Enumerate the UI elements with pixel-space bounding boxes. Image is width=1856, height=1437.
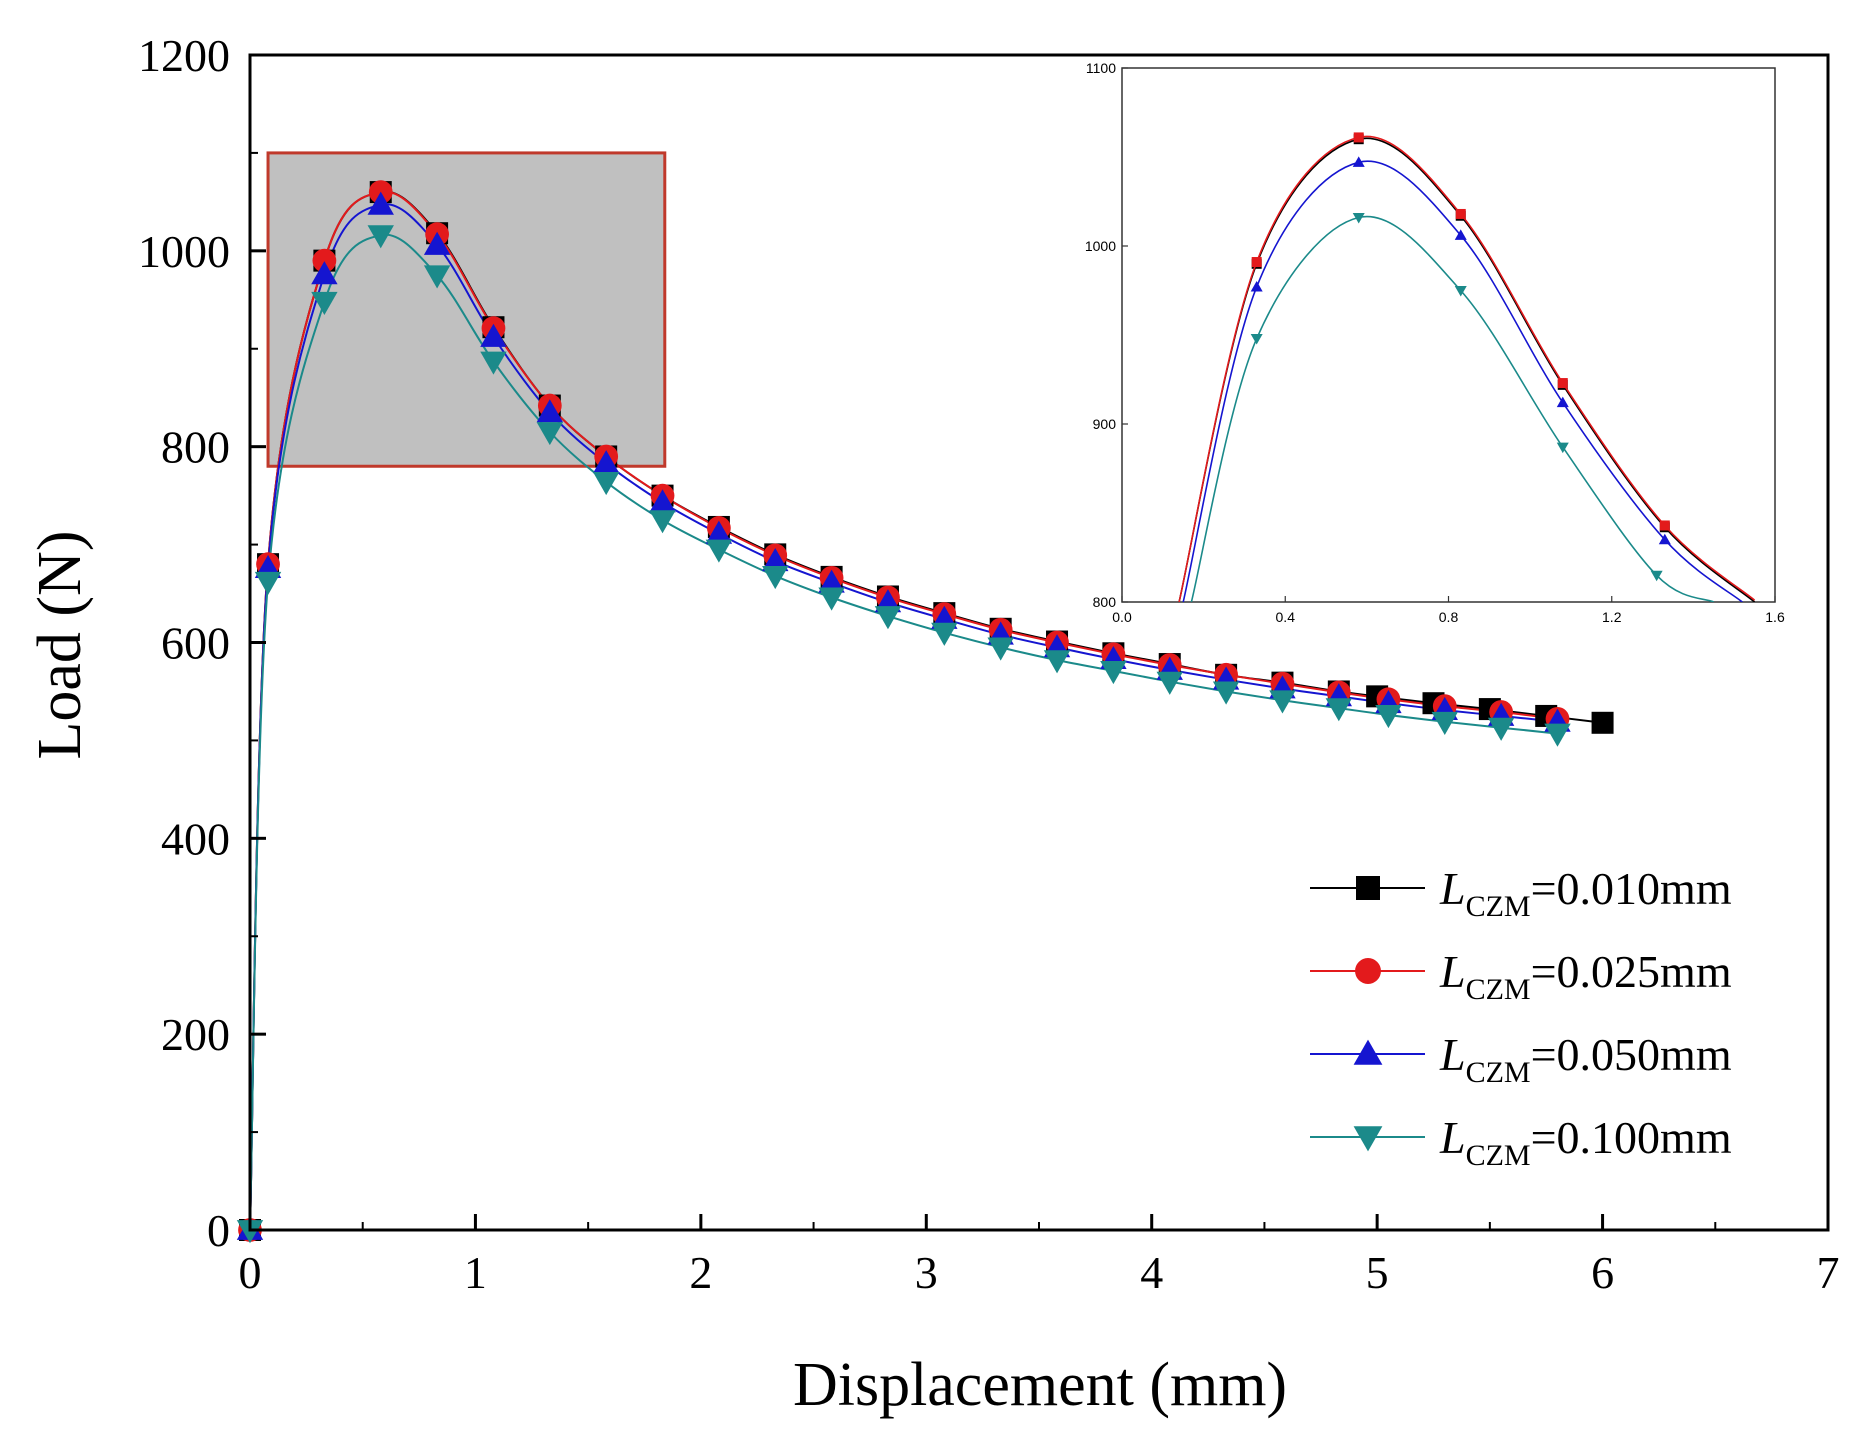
series-1-point (1591, 711, 1614, 734)
series-4-point (311, 291, 338, 315)
series-4-point (1375, 705, 1402, 729)
series-4-point (1487, 717, 1515, 741)
series-4-point (705, 539, 733, 563)
inset-series-line-3 (1182, 160, 1743, 602)
series-3-point (480, 323, 507, 347)
inset-series-2-point (1557, 378, 1568, 389)
inset-x-tick-label: 0.0 (1112, 609, 1132, 625)
legend-marker-2 (1355, 958, 1381, 984)
y-tick-label: 400 (161, 813, 230, 864)
inset-series-3-point (1352, 156, 1365, 167)
inset-series-3-point (1658, 533, 1671, 545)
series-4-point (649, 510, 676, 534)
legend-marker-4 (1353, 1126, 1383, 1152)
inset-series-3-point (1454, 229, 1467, 240)
series-3-point (367, 191, 394, 215)
inset-x-tick-label: 1.6 (1765, 609, 1785, 625)
y-tick-label: 800 (161, 422, 230, 473)
series-4-point (536, 422, 564, 446)
x-tick-label: 2 (689, 1247, 712, 1298)
legend-label-3: LCZM=0.050mm (1439, 1029, 1732, 1089)
series-4-point (1100, 660, 1127, 685)
main-series-markers (236, 180, 1614, 1244)
inset-series-2-point (1251, 257, 1262, 268)
x-axis-title: Displacement (mm) (793, 1351, 1287, 1419)
x-tick-label: 4 (1140, 1247, 1163, 1298)
inset-series-4-point (1250, 334, 1263, 345)
inset-x-tick-label: 0.8 (1439, 609, 1459, 625)
inset-series-2-point (1353, 132, 1364, 143)
inset-chart: 0.0 0.4 0.8 1.2 1.6 800 900 1000 1100 (1085, 60, 1785, 625)
main-axes: 0 1 2 3 4 5 6 7 0 200 400 600 800 1000 1200 (138, 30, 1840, 1298)
y-tick-label: 1000 (138, 226, 230, 277)
series-4-point (818, 587, 845, 611)
inset-series-2-point (1659, 520, 1670, 531)
x-tick-label: 1 (464, 1247, 487, 1298)
zoom-highlight-layer (266, 151, 667, 468)
y-tick-label: 0 (207, 1205, 230, 1256)
legend-label-1: LCZM=0.010mm (1439, 863, 1732, 923)
inset-series-2-point (1455, 208, 1466, 219)
series-4-point (1431, 711, 1458, 736)
series-3-point (649, 489, 676, 513)
series-4-point (874, 606, 902, 630)
y-tick-label: 600 (161, 618, 230, 669)
inset-x-tick-label: 0.4 (1276, 609, 1296, 625)
inset-y-tick-label: 1100 (1086, 60, 1116, 76)
series-4-point (367, 225, 394, 249)
legend-marker-1 (1356, 876, 1380, 900)
inset-series-3-point (1250, 280, 1263, 292)
series-4-point (423, 265, 451, 289)
series-2-point (312, 248, 337, 273)
series-4-point (762, 566, 789, 590)
series-4-point (1043, 650, 1071, 674)
x-tick-label: 6 (1591, 1247, 1614, 1298)
series-3-point (762, 548, 789, 572)
series-4-point (1269, 690, 1296, 714)
x-tick-label: 5 (1366, 1247, 1389, 1298)
series-4-point (987, 637, 1014, 661)
legend-label-4: LCZM=0.100mm (1439, 1112, 1732, 1172)
series-3-point (818, 569, 845, 593)
inset-y-tick-label: 1000 (1085, 238, 1116, 254)
series-3-point (311, 261, 338, 285)
series-3-point (423, 231, 451, 255)
series-4-point (480, 351, 507, 375)
inset-series-4-point (1556, 442, 1569, 454)
series-4-point (1544, 723, 1571, 747)
inset-series-4-point (1454, 286, 1467, 297)
x-tick-label: 7 (1817, 1247, 1840, 1298)
series-3-point (592, 450, 620, 474)
series-4-point (254, 571, 282, 595)
inset-frame (1121, 67, 1776, 603)
series-4-point (236, 1220, 264, 1244)
y-tick-label: 1200 (138, 30, 230, 81)
inset-x-tick-label: 1.2 (1602, 609, 1622, 625)
inset-series-3-point (1556, 396, 1569, 408)
series-3-point (536, 399, 564, 423)
series-4-point (592, 472, 620, 496)
inset-y-tick-label: 800 (1093, 594, 1117, 610)
inset-y-tick-label: 900 (1093, 416, 1117, 432)
x-tick-label: 0 (239, 1247, 262, 1298)
x-tick-label: 3 (915, 1247, 938, 1298)
series-3-point (705, 520, 733, 544)
inset-series-4-point (1352, 213, 1365, 224)
series-4-point (1325, 698, 1353, 722)
legend-marker-3 (1353, 1039, 1383, 1065)
legend: LCZM=0.010mm LCZM=0.025mm LCZM=0.050mm LCZM… (1310, 863, 1732, 1172)
y-axis-title: Load (N) (26, 531, 94, 760)
inset-series-line-2 (1178, 135, 1756, 602)
inset-series-line-4 (1190, 215, 1715, 602)
series-4-point (931, 622, 958, 646)
series-4-point (1212, 681, 1240, 705)
zoom-highlight-box (266, 151, 667, 468)
series-4-point (1156, 671, 1183, 695)
inset-series-4-point (1650, 570, 1663, 582)
legend-label-2: LCZM=0.025mm (1439, 946, 1732, 1006)
inset-series-lines (1178, 132, 1756, 602)
y-tick-label: 200 (161, 1009, 230, 1060)
